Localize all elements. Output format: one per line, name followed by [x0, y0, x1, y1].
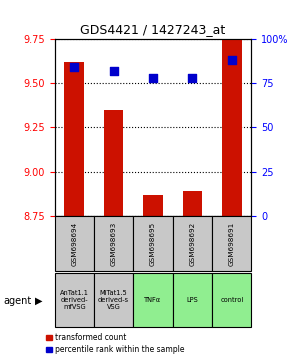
Text: GSM698695: GSM698695 [150, 221, 156, 266]
Point [111, 68, 116, 74]
Bar [212, 273, 251, 327]
Point [190, 75, 195, 81]
Point [151, 75, 155, 81]
Bar [55, 216, 94, 271]
Point [72, 64, 77, 70]
Bar [173, 216, 212, 271]
Text: LPS: LPS [187, 297, 198, 303]
Bar [55, 273, 94, 327]
Bar [133, 273, 173, 327]
Text: GSM698691: GSM698691 [229, 221, 235, 266]
Bar [65, 62, 84, 216]
Text: AnTat1.1
derived-
mfVSG: AnTat1.1 derived- mfVSG [60, 290, 89, 310]
Text: agent: agent [3, 296, 31, 306]
Bar [173, 273, 212, 327]
Text: TNFα: TNFα [145, 297, 161, 303]
Bar [222, 39, 242, 216]
Bar [143, 195, 163, 216]
Bar [133, 216, 173, 271]
Point [229, 57, 234, 63]
Bar [94, 216, 133, 271]
Text: GSM698692: GSM698692 [189, 221, 195, 266]
Bar [94, 273, 133, 327]
Bar [104, 110, 124, 216]
Legend: transformed count, percentile rank within the sample: transformed count, percentile rank withi… [46, 333, 184, 354]
Text: GSM698693: GSM698693 [111, 221, 117, 266]
Text: GSM698694: GSM698694 [71, 221, 77, 266]
Text: ▶: ▶ [35, 296, 42, 306]
Bar [182, 191, 202, 216]
Title: GDS4421 / 1427243_at: GDS4421 / 1427243_at [80, 23, 226, 36]
Bar [212, 216, 251, 271]
Text: MiTat1.5
derived-s
VSG: MiTat1.5 derived-s VSG [98, 290, 129, 310]
Text: control: control [220, 297, 243, 303]
